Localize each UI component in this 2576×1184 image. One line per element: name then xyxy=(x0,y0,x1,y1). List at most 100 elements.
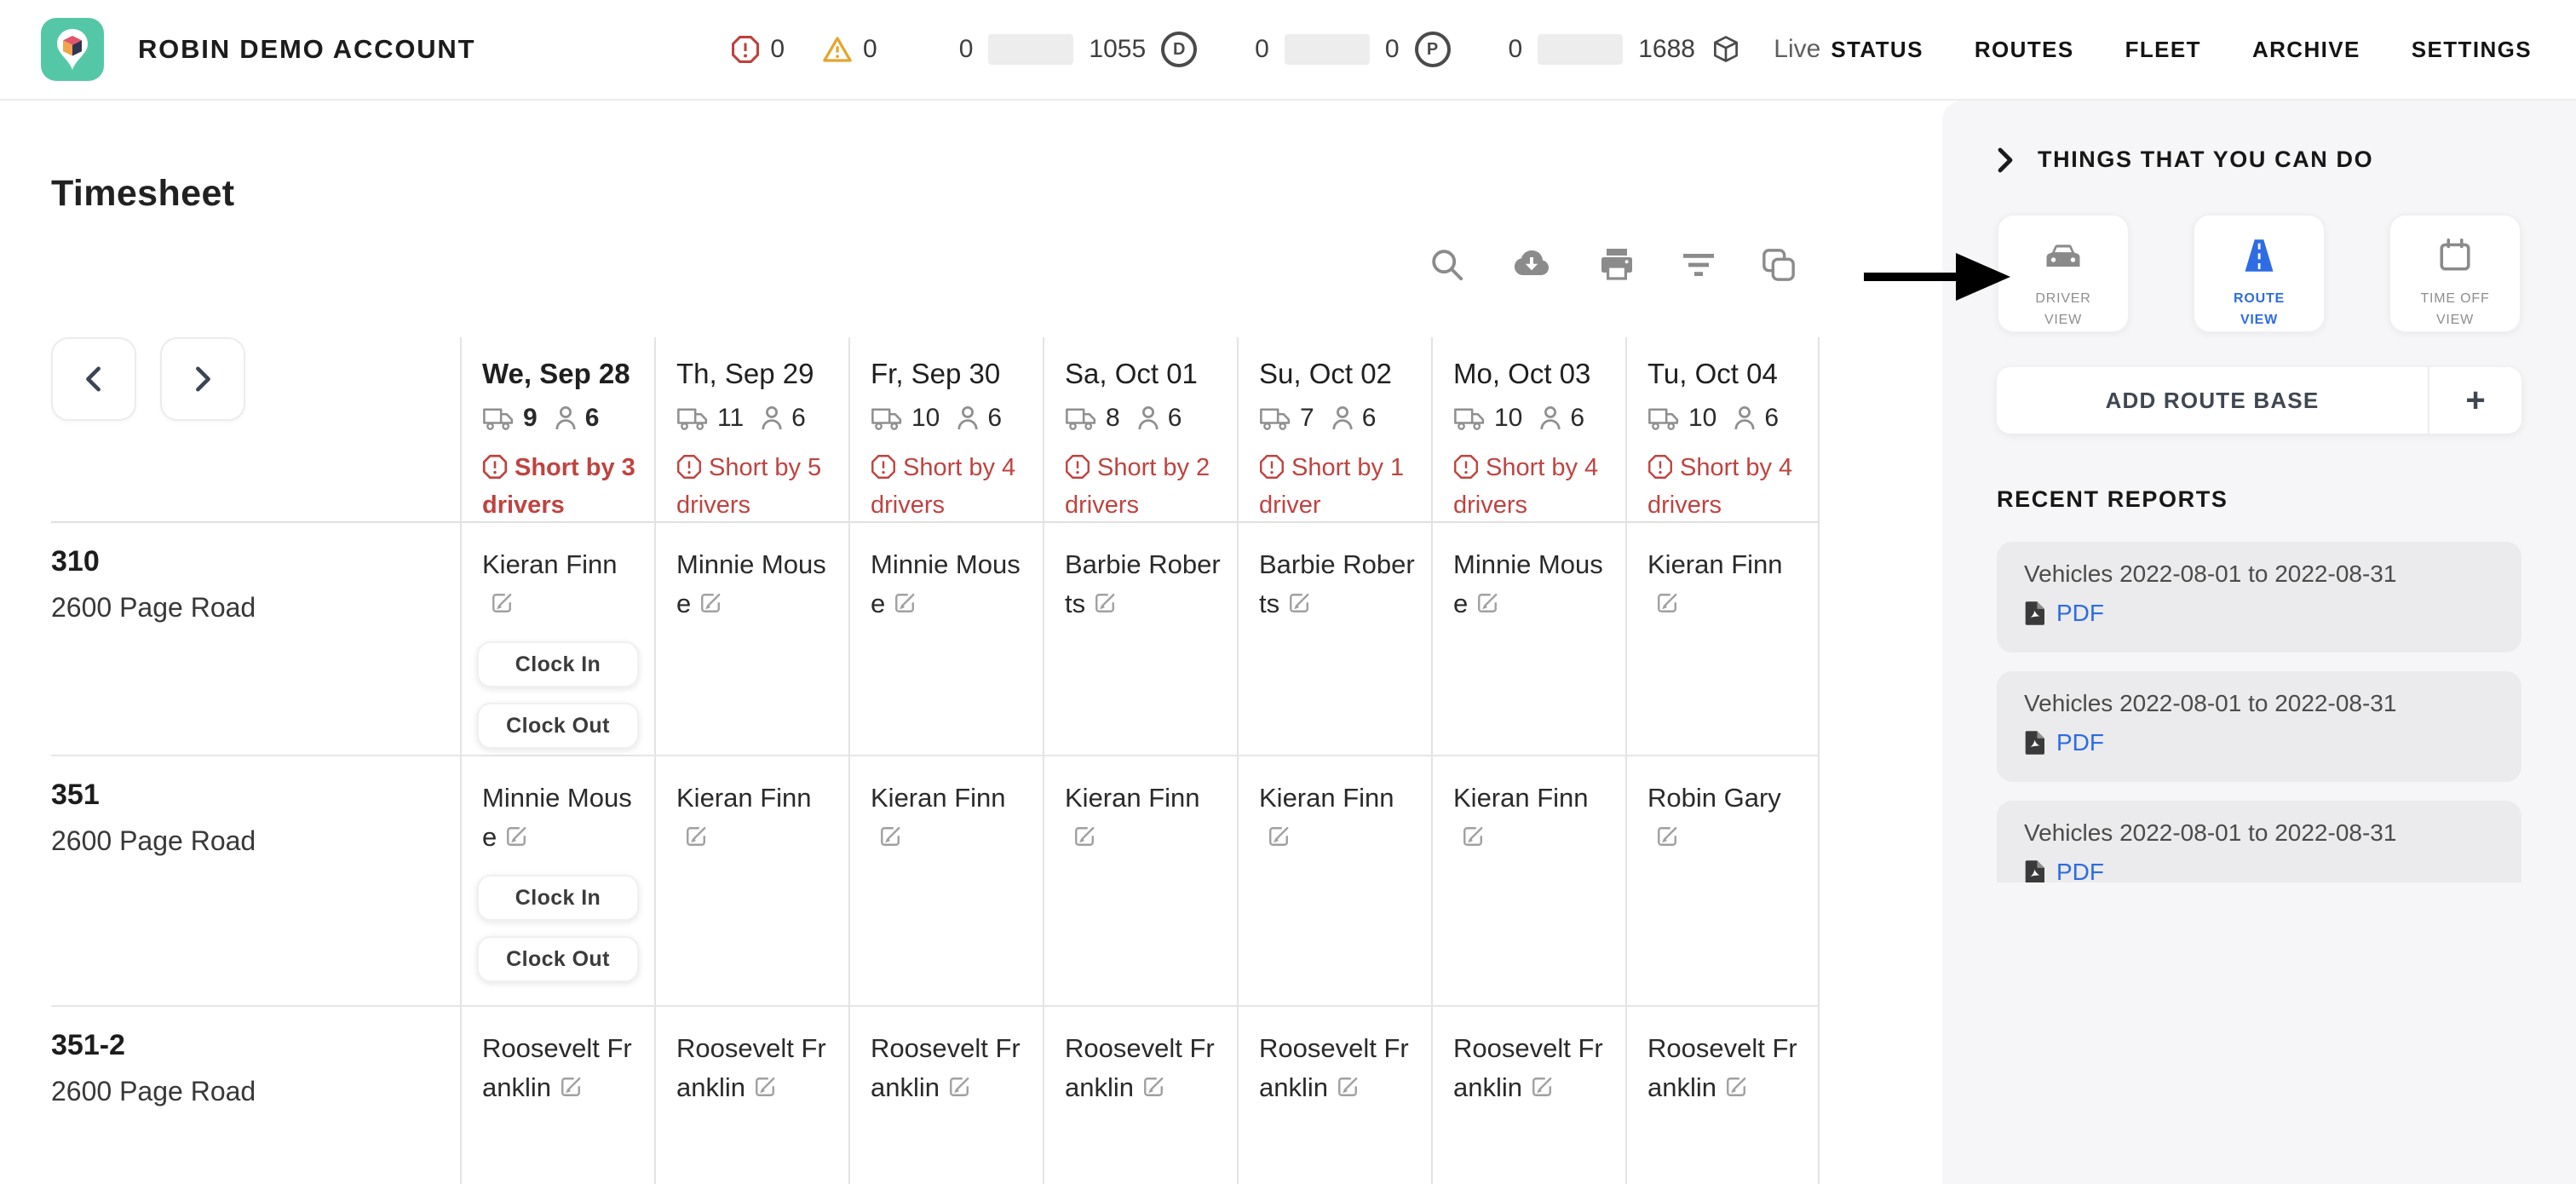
chevron-left-icon xyxy=(86,366,101,392)
drivers-stat-right: 1055 xyxy=(1089,35,1147,63)
assignment-cell: Minnie Mouse xyxy=(1431,523,1625,756)
pdf-link[interactable]: PDF xyxy=(2024,859,2494,882)
edit-assignment-icon[interactable] xyxy=(489,590,515,616)
assignment-cell: Robin Gary xyxy=(1625,756,1820,1007)
plus-icon[interactable]: + xyxy=(2428,367,2521,434)
edit-assignment-icon[interactable] xyxy=(558,1074,584,1100)
drivers-stat[interactable]: 0 1055 D xyxy=(959,32,1198,67)
timesheet-table: We, Sep 28 9 6 Short by 3 drivers Th, Se… xyxy=(51,337,1820,1184)
edit-assignment-icon[interactable] xyxy=(1092,590,1118,616)
nav-archive[interactable]: ARCHIVE xyxy=(2251,36,2360,62)
route-label: 351 2600 Page Road xyxy=(51,756,460,1007)
edit-assignment-icon[interactable] xyxy=(1654,824,1680,849)
chevron-right-icon xyxy=(196,366,210,392)
edit-assignment-icon[interactable] xyxy=(877,824,903,849)
pdf-file-icon xyxy=(2025,601,2044,625)
route-row-351-2: 351-2 2600 Page Road Roosevelt Franklin … xyxy=(51,1007,1820,1184)
edit-assignment-icon[interactable] xyxy=(1475,590,1500,616)
report-card: Vehicles 2022-08-01 to 2022-08-31 PDF xyxy=(1997,801,2521,882)
edit-assignment-icon[interactable] xyxy=(752,1074,778,1100)
edit-assignment-icon[interactable] xyxy=(1460,824,1486,849)
edit-assignment-icon[interactable] xyxy=(1286,590,1312,616)
assignment-cell: Kieran Finn xyxy=(1431,756,1625,1007)
d-circle-icon: D xyxy=(1161,32,1198,67)
day-header-sun-oct-02: Su, Oct 02 7 6 Short by 1 driver xyxy=(1237,337,1431,523)
copy-icon[interactable] xyxy=(1762,248,1796,282)
driver-count-icon xyxy=(555,405,576,430)
driver-view-card[interactable]: DRIVER VIEW xyxy=(1997,214,2130,333)
edit-assignment-icon[interactable] xyxy=(1266,824,1291,849)
quick-actions: DRIVER VIEW ROUTE VIEW xyxy=(1864,214,2521,333)
warning-counter[interactable]: 0 xyxy=(822,35,877,64)
edit-assignment-icon[interactable] xyxy=(1654,590,1680,616)
shortage-alert-icon xyxy=(871,455,895,479)
assignment-cell: Roosevelt Franklin xyxy=(848,1007,1043,1184)
edit-assignment-icon[interactable] xyxy=(503,824,529,849)
edit-assignment-icon[interactable] xyxy=(1335,1074,1360,1100)
packages-stat-bar xyxy=(1538,34,1624,65)
assignment-cell: Minnie Mouse xyxy=(654,523,848,756)
day-header-mon-oct-03: Mo, Oct 03 10 6 Short by 4 drivers xyxy=(1431,337,1625,523)
vehicle-icon xyxy=(871,408,902,430)
drivers-stat-bar xyxy=(988,34,1074,65)
shortage-warning: Short by 4 drivers xyxy=(871,454,1016,519)
route-view-card[interactable]: ROUTE VIEW xyxy=(2193,214,2326,333)
pdf-file-icon xyxy=(2025,860,2044,882)
pdf-link[interactable]: PDF xyxy=(2024,600,2494,627)
nav-settings[interactable]: SETTINGS xyxy=(2411,36,2532,62)
route-label: 310 2600 Page Road xyxy=(51,523,460,756)
nav-live-status[interactable]: Live STATUS xyxy=(1774,35,1923,64)
route-row-310: 310 2600 Page Road Kieran Finn Clock In … xyxy=(51,523,1820,756)
shortage-warning: Short by 1 driver xyxy=(1259,454,1405,519)
add-route-base-button[interactable]: ADD ROUTE BASE + xyxy=(1997,367,2521,434)
edit-assignment-icon[interactable] xyxy=(946,1074,972,1100)
assignment-cell: Roosevelt Franklin xyxy=(460,1007,654,1184)
cloud-download-icon[interactable] xyxy=(1511,248,1552,282)
assignment-cell: Barbie Roberts xyxy=(1043,523,1237,756)
assignment-cell: Kieran Finn Clock In Clock Out xyxy=(460,523,654,756)
print-icon[interactable] xyxy=(1598,247,1636,283)
report-card: Vehicles 2022-08-01 to 2022-08-31 PDF xyxy=(1997,671,2521,782)
warning-count: 0 xyxy=(863,35,877,63)
nav-routes[interactable]: ROUTES xyxy=(1974,36,2074,62)
edit-assignment-icon[interactable] xyxy=(698,590,723,616)
clock-out-button[interactable]: Clock Out xyxy=(477,703,639,750)
shortage-alert-icon xyxy=(482,454,508,480)
pickups-stat-right: 0 xyxy=(1384,35,1400,63)
edit-assignment-icon[interactable] xyxy=(1723,1074,1749,1100)
vehicle-icon xyxy=(1454,408,1485,430)
page-title: Timesheet xyxy=(51,172,235,214)
error-count: 0 xyxy=(770,35,785,63)
packages-stat[interactable]: 0 1688 xyxy=(1509,34,1741,65)
next-week-button[interactable] xyxy=(160,337,245,421)
previous-week-button[interactable] xyxy=(51,337,136,421)
edit-assignment-icon[interactable] xyxy=(1072,824,1097,849)
pdf-link[interactable]: PDF xyxy=(2024,729,2494,756)
edit-assignment-icon[interactable] xyxy=(683,824,709,849)
edit-assignment-icon[interactable] xyxy=(1529,1074,1555,1100)
filter-icon[interactable] xyxy=(1682,252,1716,278)
nav-fleet[interactable]: FLEET xyxy=(2125,36,2201,62)
driver-count-icon xyxy=(1332,405,1353,430)
report-card: Vehicles 2022-08-01 to 2022-08-31 PDF xyxy=(1997,542,2521,652)
shortage-warning: Short by 4 drivers xyxy=(1647,454,1793,519)
top-bar: ROBIN DEMO ACCOUNT 0 0 xyxy=(0,0,2576,101)
clock-out-button[interactable]: Clock Out xyxy=(477,936,639,983)
edit-assignment-icon[interactable] xyxy=(1141,1074,1166,1100)
timesheet-section: Timesheet xyxy=(0,101,1942,1184)
assignment-cell: Kieran Finn xyxy=(848,756,1043,1007)
recent-reports-title: RECENT REPORTS xyxy=(1997,486,2228,512)
route-row-351: 351 2600 Page Road Minnie Mouse Clock In… xyxy=(51,756,1820,1007)
clock-in-button[interactable]: Clock In xyxy=(477,641,639,688)
status-label: STATUS xyxy=(1831,37,1923,62)
panel-header[interactable]: THINGS THAT YOU CAN DO xyxy=(1997,147,2521,173)
alert-counters: 0 0 xyxy=(731,35,877,64)
clock-in-button[interactable]: Clock In xyxy=(477,875,639,922)
time-off-view-card[interactable]: TIME OFF VIEW xyxy=(2389,214,2521,333)
pickups-stat[interactable]: 0 0 P xyxy=(1255,32,1451,67)
robin-logo-icon xyxy=(41,18,104,81)
driver-count-icon xyxy=(1734,405,1755,430)
error-counter[interactable]: 0 xyxy=(731,35,785,64)
search-icon[interactable] xyxy=(1429,247,1465,283)
edit-assignment-icon[interactable] xyxy=(892,590,917,616)
